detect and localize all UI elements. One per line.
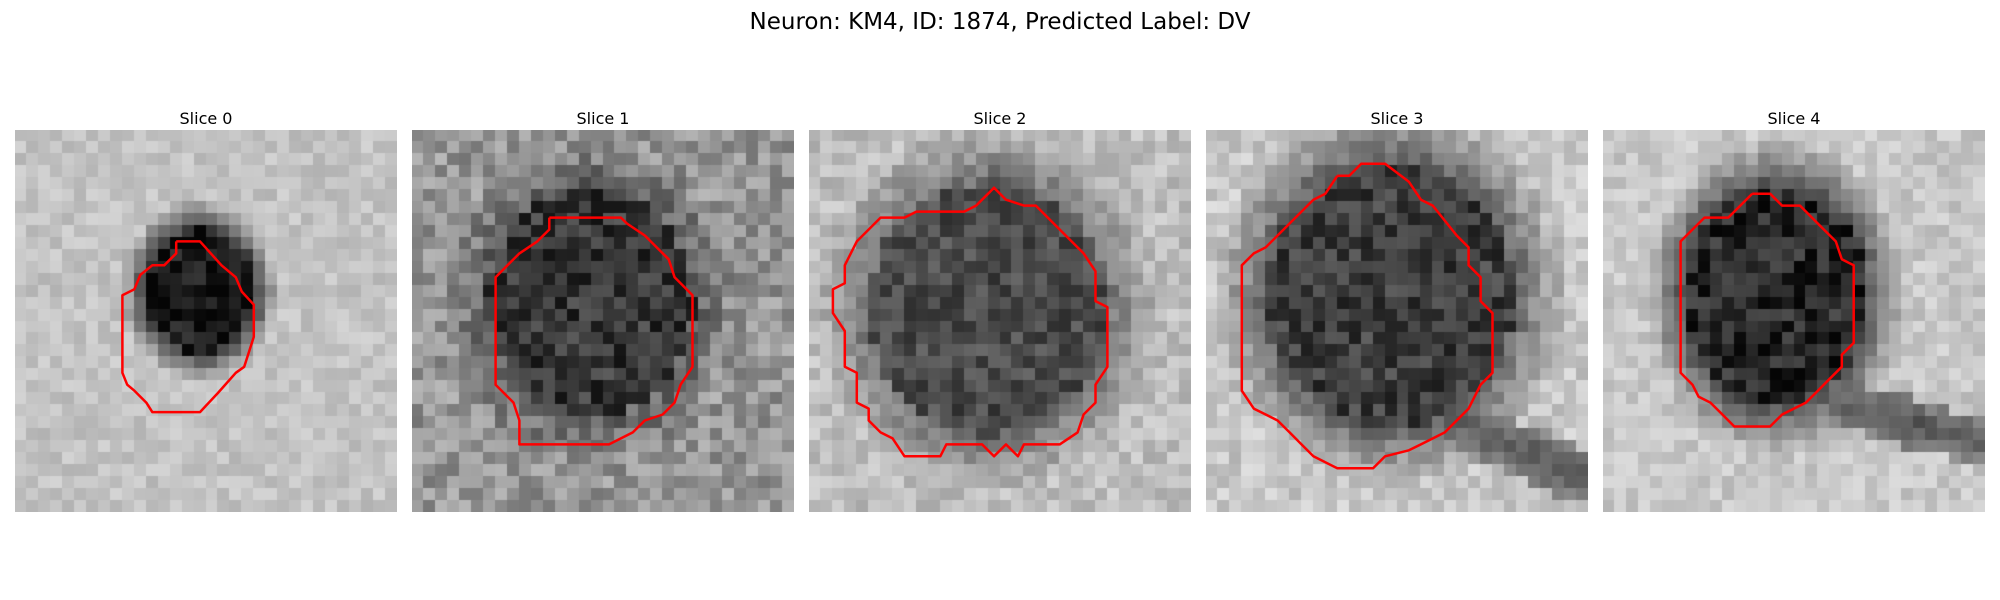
slice-panel-1: Slice 1 — [412, 108, 794, 512]
slice-panel-0: Slice 0 — [15, 108, 397, 512]
slice-image — [1206, 130, 1588, 512]
segmentation-contour — [831, 186, 1109, 458]
figure-title: Neuron: KM4, ID: 1874, Predicted Label: … — [749, 9, 1251, 35]
slice-panel-4: Slice 4 — [1603, 108, 1985, 512]
segmentation-contour — [121, 240, 256, 414]
slice-image — [412, 130, 794, 512]
segmentation-contour — [1240, 162, 1494, 470]
segmentation-contour — [1679, 192, 1855, 428]
slice-title: Slice 3 — [1370, 109, 1424, 128]
slice-panel-2: Slice 2 — [809, 108, 1191, 512]
slice-panel-3: Slice 3 — [1206, 108, 1588, 512]
slice-image — [15, 130, 397, 512]
slice-title: Slice 2 — [973, 109, 1027, 128]
slice-title: Slice 0 — [179, 109, 233, 128]
segmentation-contour — [494, 216, 694, 446]
slice-title: Slice 1 — [576, 109, 630, 128]
slice-image — [1603, 130, 1985, 512]
slice-title: Slice 4 — [1767, 109, 1821, 128]
